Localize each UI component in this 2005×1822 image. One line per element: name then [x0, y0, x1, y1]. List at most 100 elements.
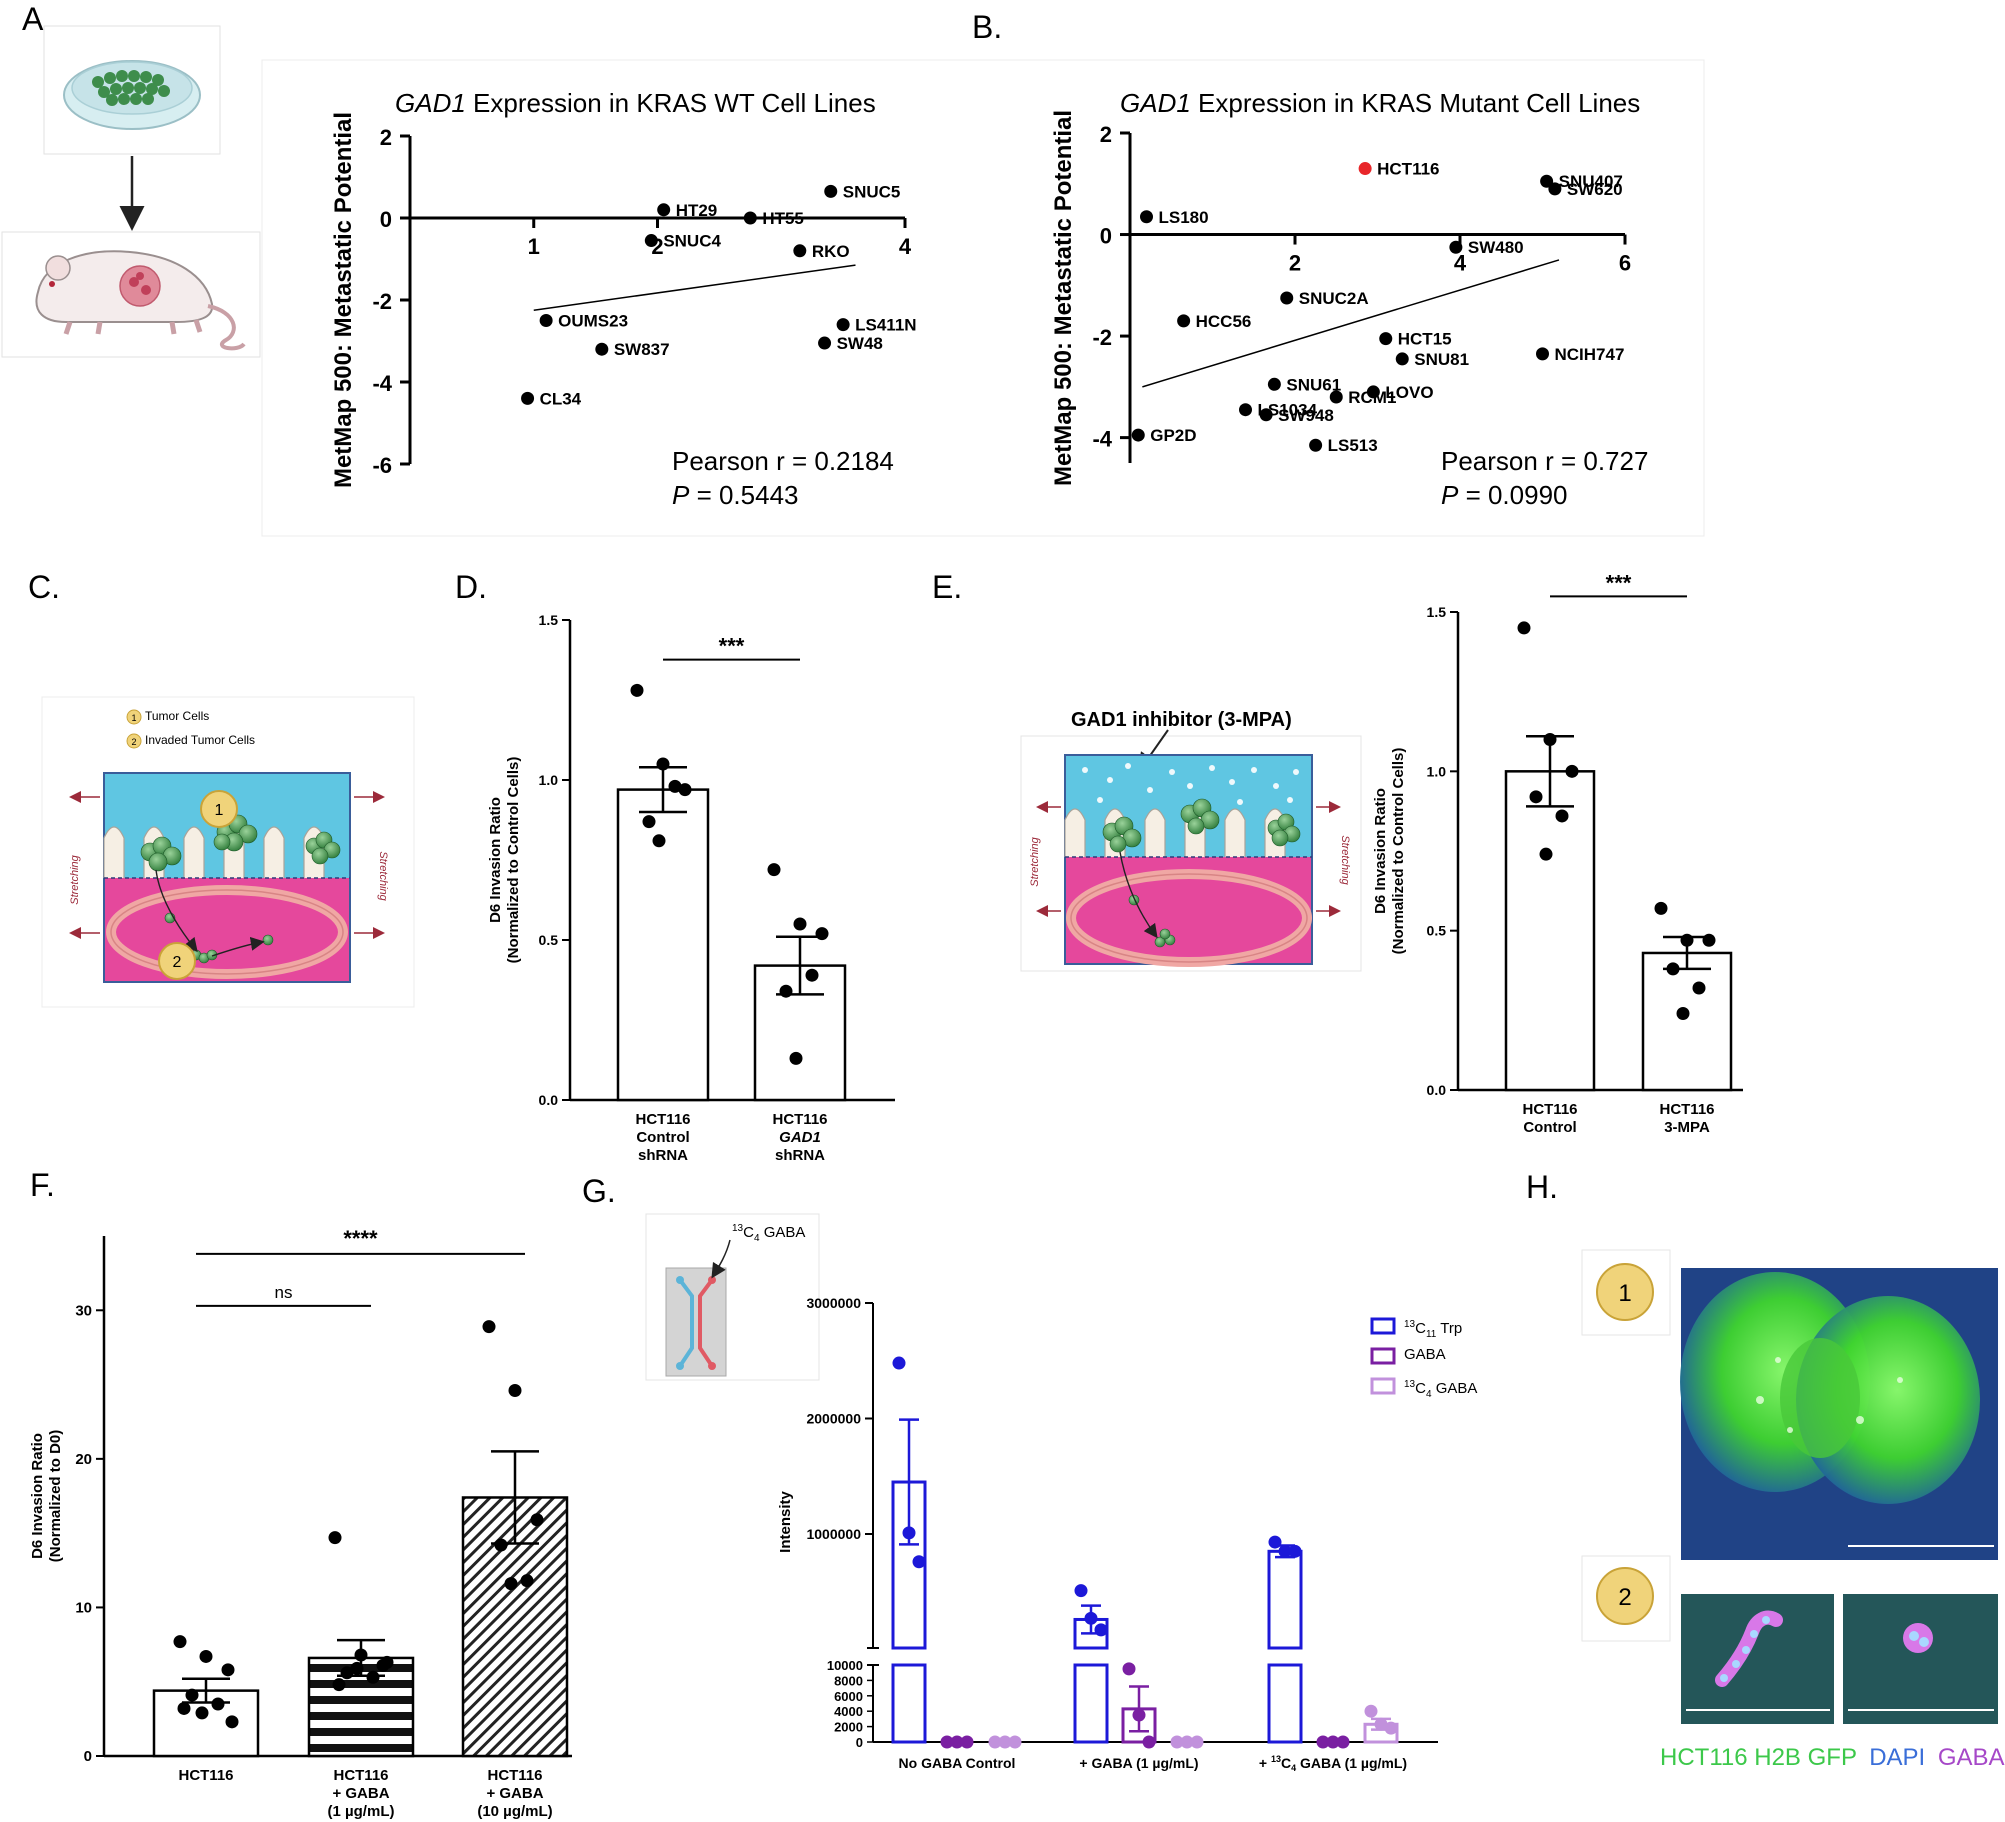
data-point	[1702, 933, 1716, 947]
data-point	[892, 1356, 906, 1370]
bar-label: GAD1	[779, 1129, 821, 1146]
data-point	[195, 1706, 209, 1720]
schematic-c: 1 Tumor Cells 2 Invaded Tumor Cells 1 2 …	[41, 696, 415, 1008]
y-tick-label: -2	[1092, 325, 1112, 350]
bar-label: Control	[636, 1129, 689, 1146]
legend-badge-2-num: 2	[131, 737, 136, 747]
data-point	[1449, 240, 1463, 254]
bar-label: HCT116	[333, 1767, 388, 1784]
data-point	[1142, 1735, 1156, 1749]
data-point	[940, 1735, 954, 1749]
y-axis-label-line2: (Normalized to Control Cells)	[1390, 748, 1407, 955]
significance-label: ***	[1606, 570, 1632, 595]
point-label: SW48	[837, 334, 883, 353]
point-label: SNUC4	[663, 232, 721, 251]
panel-label-c: C.	[28, 569, 60, 605]
data-point	[998, 1735, 1012, 1749]
x-tick-label: 2	[1289, 251, 1301, 276]
mouse-icon	[35, 250, 246, 351]
data-point	[1008, 1735, 1022, 1749]
panel-label-e: E.	[932, 569, 962, 605]
y-axis-label-line2: (Normalized to D0)	[47, 1430, 64, 1563]
data-point	[630, 683, 644, 697]
h-badge-1	[1596, 1263, 1654, 1321]
y-tick-label: 8000	[834, 1673, 863, 1688]
data-point	[1364, 1704, 1378, 1718]
data-point	[1692, 981, 1706, 995]
data-point	[1654, 901, 1668, 915]
stretching-label-left: Stretching	[69, 854, 81, 904]
y-tick-label: -6	[372, 453, 392, 478]
point-label: SW480	[1468, 238, 1524, 257]
y-tick-label: 0	[856, 1735, 863, 1750]
data-point	[1543, 732, 1557, 746]
regression-line	[1142, 259, 1560, 388]
data-point	[1094, 1623, 1108, 1637]
legend-badge-2	[126, 733, 142, 749]
y-axis-label-line1: D6 Invasion Ratio	[1372, 788, 1389, 914]
data-point	[211, 1697, 225, 1711]
data-point	[805, 968, 819, 982]
point-label: SNU61	[1286, 375, 1341, 394]
bar-label: HCT116	[635, 1111, 690, 1128]
y-tick-label: 2	[380, 125, 392, 150]
data-point	[1316, 1735, 1330, 1749]
x-tick-label: 6	[1619, 251, 1631, 276]
pearson-r: Pearson r = 0.727	[1441, 446, 1648, 476]
pearson-r: Pearson r = 0.2184	[672, 446, 894, 476]
y-axis-label-line1: D6 Invasion Ratio	[487, 797, 504, 923]
bar-label: shRNA	[775, 1147, 825, 1164]
data-point	[1395, 352, 1409, 366]
y-tick-label: -4	[372, 371, 392, 396]
bar-label: shRNA	[638, 1147, 688, 1164]
panel-label-h: H.	[1526, 1169, 1558, 1205]
data-point	[366, 1670, 380, 1684]
h-legend: HCT116 H2B GFP DAPI GABA	[1660, 1744, 2005, 1771]
y-tick-label: 6000	[834, 1689, 863, 1704]
data-point	[340, 1666, 354, 1680]
data-point	[520, 1574, 534, 1588]
h-badge-2	[1596, 1567, 1654, 1625]
group-label: No GABA Control	[899, 1755, 1016, 1771]
data-point	[539, 314, 553, 327]
chip-body	[665, 1267, 727, 1377]
data-point	[1666, 962, 1680, 976]
point-label: LS411N	[855, 316, 916, 335]
legend-swatch	[1370, 1317, 1396, 1335]
data-point	[912, 1555, 926, 1569]
panel-label-f: F.	[30, 1167, 55, 1203]
panel-label-d: D.	[455, 569, 487, 605]
chart-title: GAD1 Expression in KRAS Mutant Cell Line…	[1120, 88, 1640, 118]
data-point	[644, 234, 658, 248]
y-tick-label: 10	[75, 1599, 92, 1616]
data-point	[1074, 1584, 1088, 1598]
point-label: SNUC5	[843, 182, 901, 201]
point-label: SNU407	[1559, 172, 1623, 191]
h-legend-purple: GABA	[1938, 1744, 2005, 1771]
data-point	[652, 834, 666, 848]
x-tick-label: 4	[899, 234, 912, 259]
data-point	[767, 863, 781, 877]
significance-label: ns	[275, 1283, 293, 1302]
legend-swatch	[1370, 1347, 1396, 1365]
data-point	[1336, 1735, 1350, 1749]
data-point	[1259, 408, 1273, 422]
data-point	[173, 1635, 187, 1649]
significance-label: ****	[343, 1226, 378, 1251]
chart-b: GAD1 Expression in KRAS Mutant Cell Line…	[1050, 88, 1648, 510]
data-point	[1267, 377, 1281, 391]
data-point	[1132, 1708, 1146, 1722]
data-point	[221, 1663, 235, 1677]
data-point	[836, 318, 850, 332]
data-point	[793, 244, 807, 258]
data-point	[1280, 291, 1294, 305]
legend-label: GABA	[1404, 1346, 1446, 1363]
data-point	[656, 757, 670, 771]
point-label: HT29	[676, 201, 718, 220]
data-point	[1131, 428, 1145, 442]
data-point	[508, 1384, 522, 1398]
micrograph-2b	[1843, 1594, 1998, 1724]
y-tick-label: 30	[75, 1302, 92, 1319]
data-point	[1122, 1662, 1136, 1676]
